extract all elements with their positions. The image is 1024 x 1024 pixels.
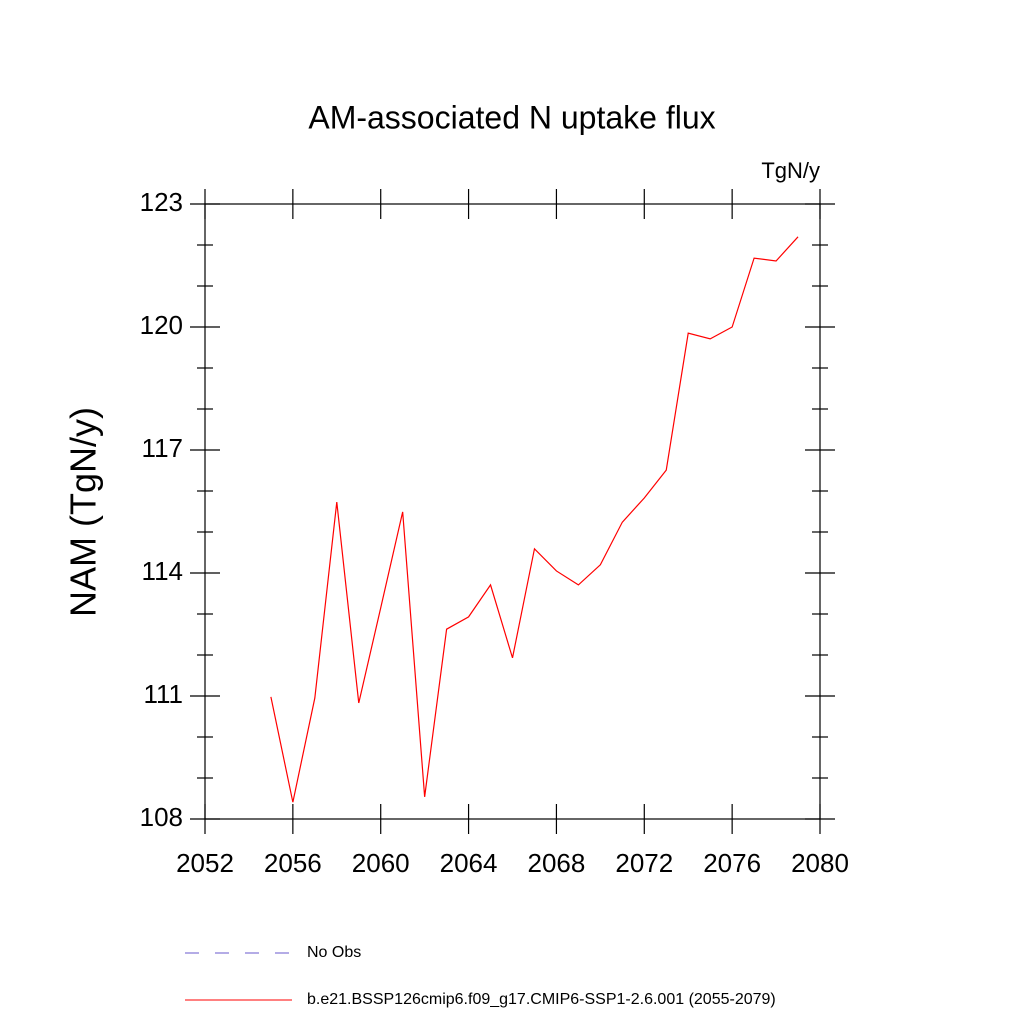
plot-frame: [204, 203, 821, 820]
x-tick-label: 2068: [528, 848, 586, 878]
y-tick-label: 117: [142, 433, 183, 463]
y-tick-label: 108: [140, 802, 183, 832]
y-axis-label: NAM (TgN/y): [63, 407, 104, 617]
y-tick-label: 114: [142, 556, 183, 586]
x-tick-label: 2052: [176, 848, 234, 878]
y-tick-label: 123: [140, 187, 183, 217]
x-tick-label: 2056: [264, 848, 322, 878]
x-tick-label: 2064: [440, 848, 498, 878]
chart-title: AM-associated N uptake flux: [308, 99, 715, 135]
data-line: [270, 236, 799, 803]
x-tick-label: 2080: [791, 848, 849, 878]
x-tick-label: 2060: [352, 848, 410, 878]
x-tick-label: 2076: [703, 848, 761, 878]
legend-label: b.e21.BSSP126cmip6.f09_g17.CMIP6-SSP1-2.…: [307, 991, 776, 1008]
x-tick-label: 2072: [615, 848, 673, 878]
legend-label: No Obs: [307, 944, 361, 961]
y-tick-label: 111: [143, 679, 183, 709]
units-label: TgN/y: [761, 158, 820, 183]
y-tick-label: 120: [140, 310, 183, 340]
